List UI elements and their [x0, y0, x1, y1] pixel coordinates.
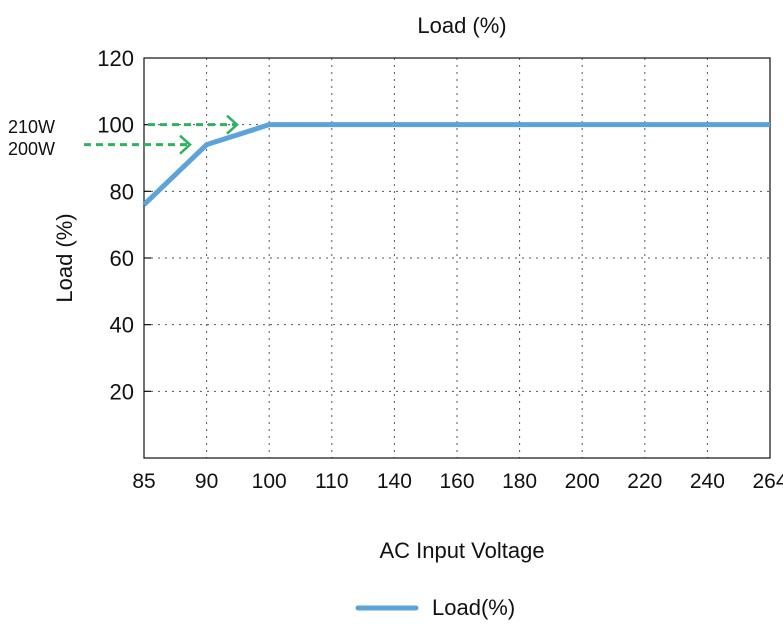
- annotation-label: 200W: [8, 139, 55, 159]
- annotation-label: 210W: [8, 117, 55, 137]
- x-tick-label: 240: [690, 470, 725, 493]
- legend: Load(%): [355, 595, 515, 620]
- y-axis-label: Load (%): [52, 213, 77, 302]
- legend-label: Load(%): [432, 595, 515, 620]
- x-tick-label: 100: [252, 470, 287, 493]
- y-axis-ticks: 20 40 60 80 100 120: [97, 46, 151, 404]
- series-layer: [142, 122, 770, 207]
- x-tick-label: 85: [132, 470, 155, 493]
- x-tick-label: 220: [627, 470, 662, 493]
- y-tick-label: 20: [110, 379, 134, 404]
- annotation-arrowhead: [179, 134, 192, 155]
- series-line: [142, 122, 770, 207]
- x-tick-label: 200: [565, 470, 600, 493]
- y-tick-label: 100: [97, 113, 134, 138]
- y-tick-label: 80: [110, 179, 134, 204]
- x-tick-label: 160: [439, 470, 474, 493]
- x-tick-label: 140: [377, 470, 412, 493]
- grid-lines: [144, 58, 770, 458]
- x-axis-ticks: 85 90 100 110 140 160 180 200 220 240 264: [132, 470, 783, 493]
- y-tick-label: 120: [97, 46, 134, 71]
- x-tick-label: 110: [315, 470, 348, 493]
- x-tick-label: 180: [502, 470, 537, 493]
- x-tick-label: 264: [752, 470, 783, 493]
- y-tick-label: 40: [110, 313, 134, 338]
- x-axis-label: AC Input Voltage: [379, 538, 544, 563]
- y-tick-label: 60: [110, 246, 134, 271]
- annotation-arrowhead: [226, 114, 239, 135]
- x-tick-label: 90: [195, 470, 218, 493]
- chart-title: Load (%): [417, 13, 506, 38]
